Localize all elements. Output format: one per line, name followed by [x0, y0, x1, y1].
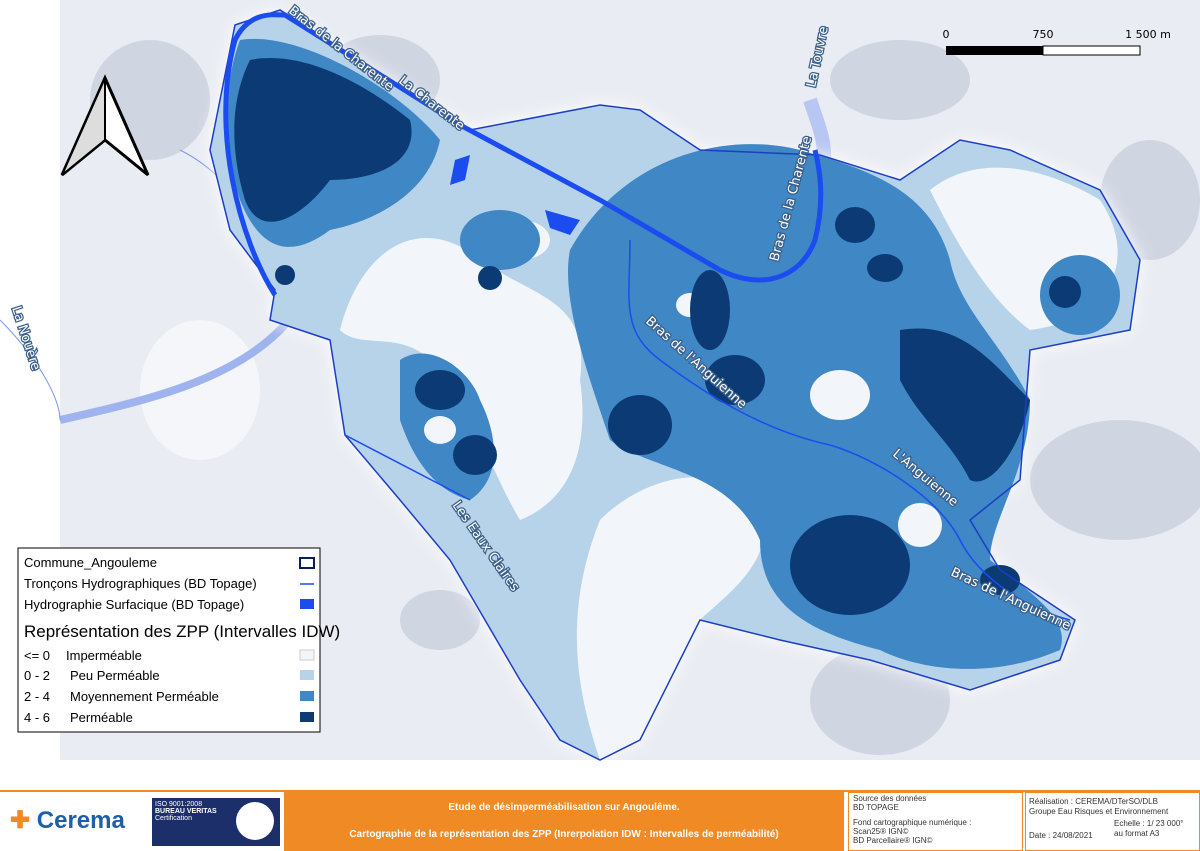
legend-swatch: [300, 691, 314, 701]
legend-swatch: [300, 670, 314, 680]
legend-range: 4 - 6: [24, 710, 50, 725]
certification: ISO 9001:2008 BUREAU VERITAS Certificati…: [152, 798, 280, 846]
title: Etude de désimperméabilisation sur Angou…: [448, 802, 680, 813]
legend-subtitle: Représentation des ZPP (Intervalles IDW): [24, 622, 340, 641]
legend-range: 0 - 2: [24, 668, 50, 683]
zones-permeable: [234, 58, 1081, 615]
legend-item: Tronçons Hydrographiques (BD Topage): [24, 576, 257, 591]
legend-class: Perméable: [70, 710, 133, 725]
date: Date : 24/08/2021: [1029, 831, 1093, 840]
cert-text: ISO 9001:2008: [155, 801, 203, 808]
credits: Réalisation : CEREMA/DTerSO/DLB Groupe E…: [1025, 792, 1200, 851]
source-text: BD TOPAGE: [853, 803, 899, 812]
legend-swatch: [300, 599, 314, 609]
commune-outline: [209, 9, 1141, 761]
scale: au format A3: [1114, 829, 1160, 838]
source-text: Source des données: [853, 794, 927, 803]
scale-label: 1 500 m: [1125, 28, 1171, 41]
legend-class: Imperméable: [66, 648, 142, 663]
logo-text: Cerema: [36, 807, 125, 834]
sources: Source des données BD TOPAGE Fond cartog…: [848, 792, 1023, 851]
scale-bar: 0 750 1 500 m: [943, 28, 1171, 56]
north-arrow: [60, 74, 150, 177]
charente: [223, 12, 824, 297]
source-text: BD Parcellaire® IGN©: [853, 836, 933, 845]
stream: [344, 239, 1071, 621]
legend-swatch: [300, 712, 314, 722]
legend-class: Peu Perméable: [70, 668, 160, 683]
realisation: Réalisation : CEREMA/DTerSO/DLB: [1029, 797, 1158, 806]
legend-class: Moyennement Perméable: [70, 689, 219, 704]
subtitle: Cartographie de la représentation des ZP…: [349, 829, 779, 840]
legend-swatch: [299, 649, 315, 661]
source-text: Fond cartographique numérique :: [853, 818, 972, 827]
legend-box: [17, 547, 321, 733]
footer: ✚ Cerema ISO 9001:2008 BUREAU VERITAS Ce…: [0, 790, 1200, 851]
legend-item: Commune_Angouleme: [24, 555, 157, 570]
source-text: Scan25® IGN©: [853, 827, 909, 836]
legend-swatch: [299, 557, 315, 569]
realisation: Groupe Eau Risques et Environnement: [1029, 807, 1169, 816]
legend-range: <= 0: [24, 648, 50, 663]
scale-label: 750: [1033, 28, 1054, 41]
cert-text: BUREAU VERITAS: [155, 808, 217, 815]
scale-label: 0: [943, 28, 950, 41]
title-box: Etude de désimperméabilisation sur Angou…: [284, 792, 844, 851]
legend: Commune_Angouleme Tronçons Hydrographiqu…: [17, 547, 340, 733]
legend-range: 2 - 4: [24, 689, 50, 704]
cert-seal: [236, 802, 274, 840]
logo: ✚ Cerema: [10, 807, 125, 834]
map: Bras de la Charente La Charente La Touvr…: [0, 0, 1200, 761]
legend-item: Hydrographie Surfacique (BD Topage): [24, 597, 244, 612]
cert-text: Certification: [155, 815, 192, 822]
scale: Echelle : 1/ 23 000°: [1114, 819, 1184, 828]
water-bodies: [450, 155, 580, 235]
